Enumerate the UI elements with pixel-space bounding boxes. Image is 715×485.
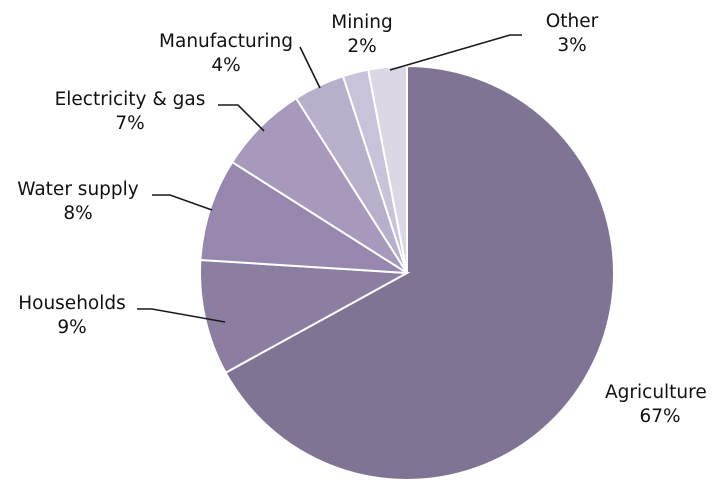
leader-line <box>152 194 213 211</box>
slice-label: Manufacturing <box>159 31 293 52</box>
leader-line <box>389 34 522 71</box>
slice-labels: Agriculture 67% Households 9% Water supply 8%… <box>17 11 707 427</box>
slice-value-label: 9% <box>57 317 86 338</box>
slice-value-label: 7% <box>115 113 144 134</box>
pie-slice-other <box>367 64 408 274</box>
slice-value-label: 4% <box>211 55 240 76</box>
slice-value-label: 8% <box>63 203 92 224</box>
slice-label: Water supply <box>17 179 139 200</box>
slice-label: Electricity & gas <box>55 89 206 110</box>
pie-slice-agriculture <box>224 64 615 481</box>
pie-slices <box>199 64 615 481</box>
slice-label: Agriculture <box>605 382 707 403</box>
slice-value-label: 67% <box>639 406 680 427</box>
slice-value-label: 3% <box>557 35 586 56</box>
leader-line <box>137 308 226 323</box>
slice-label: Households <box>18 293 126 314</box>
leader-line <box>218 104 265 132</box>
leader-lines <box>137 34 522 323</box>
slice-label: Other <box>546 11 599 32</box>
slice-label: Mining <box>331 12 392 33</box>
slice-value-label: 2% <box>347 36 376 57</box>
leader-line <box>299 46 321 89</box>
